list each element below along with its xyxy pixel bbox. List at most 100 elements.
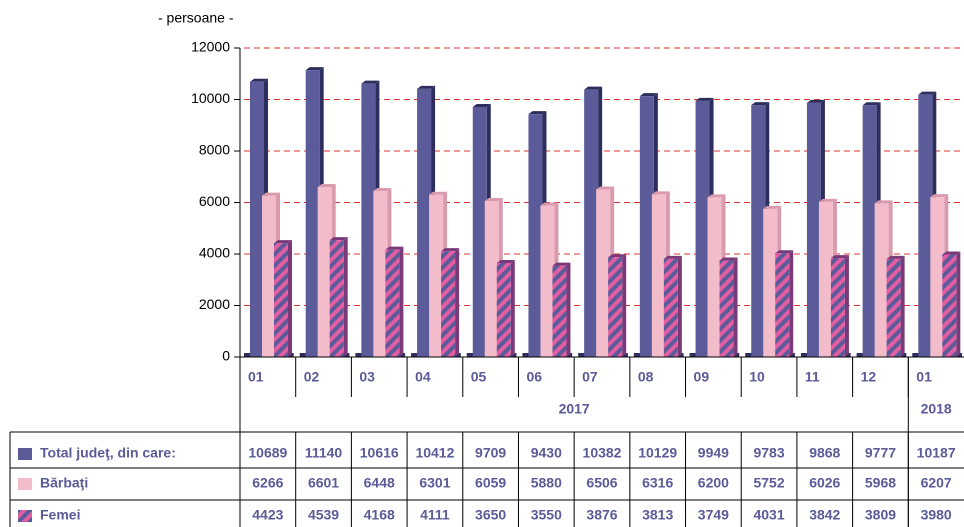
bar-top [806,99,825,103]
bar-top [751,102,770,106]
bar-top [608,254,627,258]
bar-top [930,194,949,198]
table-value: 5880 [531,475,562,491]
group-label: 2017 [559,401,590,417]
table-value: 6301 [419,475,450,491]
bar [596,189,611,357]
bar-top [385,246,404,250]
bar [942,254,957,357]
bar-top [707,194,726,198]
table-value: 6200 [698,475,729,491]
y-tick-label: 10000 [191,90,230,106]
bar [373,190,388,357]
x-tick-label: 10 [749,369,765,385]
bar-top [361,80,380,84]
table-value: 4031 [753,507,784,523]
table-value: 10689 [248,445,287,461]
bar-side [789,250,794,357]
bar-top [886,255,905,259]
bar-top [596,186,615,190]
bar-top [262,192,280,196]
bar [886,258,901,357]
bar [874,203,889,357]
bar-top [695,97,714,101]
y-tick-label: 6000 [199,193,230,209]
table-value: 3813 [642,507,673,523]
bar-top [250,78,268,82]
bar [484,200,499,357]
bar [429,194,444,357]
bar-side [566,262,571,357]
bar [806,102,821,357]
bar [719,260,734,357]
bar [775,253,790,357]
bar [651,194,666,357]
table-value: 3550 [531,507,562,523]
bar [930,197,945,357]
legend-swatch [18,510,32,522]
bar [361,83,376,357]
bar-side [956,251,961,357]
bar [472,106,487,357]
table-value: 6506 [586,475,617,491]
table-value: 6207 [921,475,952,491]
bar [274,243,288,357]
bar [552,265,567,357]
table-value: 10187 [917,445,956,461]
table-value: 5752 [753,475,784,491]
bar-top [373,187,392,191]
group-label: 2018 [921,401,952,417]
bar [695,100,710,358]
bar [317,187,332,357]
table-value: 6316 [642,475,673,491]
bar-top [639,93,658,97]
bar [417,88,432,358]
bar [862,105,877,357]
bar [385,249,400,357]
table-value: 4539 [308,507,339,523]
bar-top [329,237,348,241]
x-tick-label: 09 [694,369,710,385]
bar [540,205,555,357]
table-value: 3749 [698,507,729,523]
bar-top [830,255,849,259]
bar-side [900,255,905,357]
table-value: 10412 [415,445,454,461]
table-value: 9777 [865,445,896,461]
y-tick-label: 0 [222,348,230,364]
table-value: 9430 [531,445,562,461]
x-tick-label: 06 [526,369,542,385]
bar [262,195,276,357]
bar [329,240,344,357]
table-value: 3876 [586,507,617,523]
table-value: 9949 [698,445,729,461]
table-value: 4423 [252,507,283,523]
bar-top [663,255,682,259]
x-tick-label: 03 [359,369,375,385]
bar-top [472,103,491,107]
table-value: 10382 [583,445,622,461]
bar [305,70,320,358]
bar-top [305,67,324,71]
bar-side [844,255,849,357]
bar-top [862,102,881,106]
bar-top [763,205,782,209]
bar-side [510,260,515,357]
legend-swatch [18,478,32,490]
bar [818,201,833,357]
bar [584,89,599,357]
x-tick-label: 08 [638,369,654,385]
bar-top [775,250,794,254]
bar [528,114,543,358]
x-tick-label: 11 [805,369,820,385]
bar [250,81,264,358]
x-tick-label: 01 [916,369,932,385]
bar-top [874,200,893,204]
legend-label: Bărbaţi [40,475,88,491]
bar-side [288,240,292,357]
table-value: 3842 [809,507,840,523]
legend-label: Total judeţ, din care: [40,445,176,461]
bar-top [317,184,336,188]
bar [608,257,623,357]
table-value: 10129 [638,445,677,461]
